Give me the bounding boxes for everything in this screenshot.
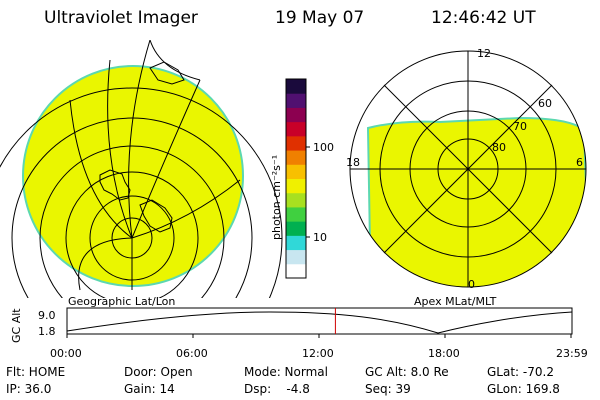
altitude-ticks: [66, 334, 572, 338]
mlt-label-18: 18: [346, 156, 360, 169]
info-gc-alt: GC Alt: 8.0 Re: [365, 365, 449, 379]
colorbar-stripe: [286, 107, 306, 123]
info-mode: Mode: Normal: [244, 365, 328, 379]
info-flight: Flt: HOME: [6, 365, 66, 379]
colorbar-stripe: [286, 93, 306, 108]
mlat-label-80: 80: [492, 141, 506, 154]
colorbar-stripe: [286, 192, 306, 208]
mlat-label-70: 70: [513, 120, 527, 133]
colorbar-stripe: [286, 79, 306, 94]
magnetic-grid: [349, 50, 587, 288]
colorbar-stripe: [286, 135, 306, 151]
coastline: [99, 169, 131, 201]
colorbar-stripe: [286, 263, 306, 279]
colorbar-stripe: [286, 164, 306, 179]
instrument-title: Ultraviolet Imager: [44, 8, 198, 28]
info-dsp: Dsp: -4.8: [244, 382, 310, 396]
info-gain: Gain: 14: [124, 382, 175, 396]
altitude-curve: [66, 311, 573, 334]
magnetic-caption: Apex MLat/MLT: [414, 295, 497, 308]
info-door: Door: Open: [124, 365, 193, 379]
geographic-image-disk: [22, 65, 244, 287]
time-tick: 12:00: [302, 347, 334, 360]
mlt-label-12: 12: [477, 47, 491, 60]
colorbar-tick-10: 10: [313, 231, 327, 244]
colorbar-stripe: [286, 221, 306, 236]
time-tick: 00:00: [50, 347, 82, 360]
mlt-label-0: 0: [468, 278, 475, 291]
colorbar-stripe: [286, 249, 306, 265]
altitude-ytick-high: 9.0: [38, 309, 56, 322]
mlt-label-6: 6: [576, 156, 583, 169]
colorbar-stripe: [286, 150, 306, 165]
altitude-ytick-low: 1.8: [38, 325, 56, 338]
info-glon: GLon: 169.8: [487, 382, 560, 396]
date-label: 19 May 07: [275, 8, 365, 28]
coastline: [139, 199, 173, 233]
geographic-caption: Geographic Lat/Lon: [68, 295, 176, 308]
colorbar-tick-100: 100: [313, 141, 334, 154]
time-tick: 06:00: [176, 347, 208, 360]
altitude-ylabel: GC Alt: [10, 308, 23, 343]
info-seq: Seq: 39: [365, 382, 411, 396]
geographic-grid: [0, 40, 283, 298]
time-label: 12:46:42 UT: [431, 8, 536, 28]
colorbar-stripe: [286, 206, 306, 222]
colorbar-stripe: [286, 121, 306, 137]
colorbar-stripe: [286, 178, 306, 194]
info-glat: GLat: -70.2: [487, 365, 554, 379]
info-ip: IP: 36.0: [6, 382, 52, 396]
coastline: [149, 61, 185, 85]
time-tick: 23:59: [556, 347, 588, 360]
mlat-label-60: 60: [538, 97, 552, 110]
time-tick: 18:00: [428, 347, 460, 360]
colorbar-stripe: [286, 235, 306, 251]
